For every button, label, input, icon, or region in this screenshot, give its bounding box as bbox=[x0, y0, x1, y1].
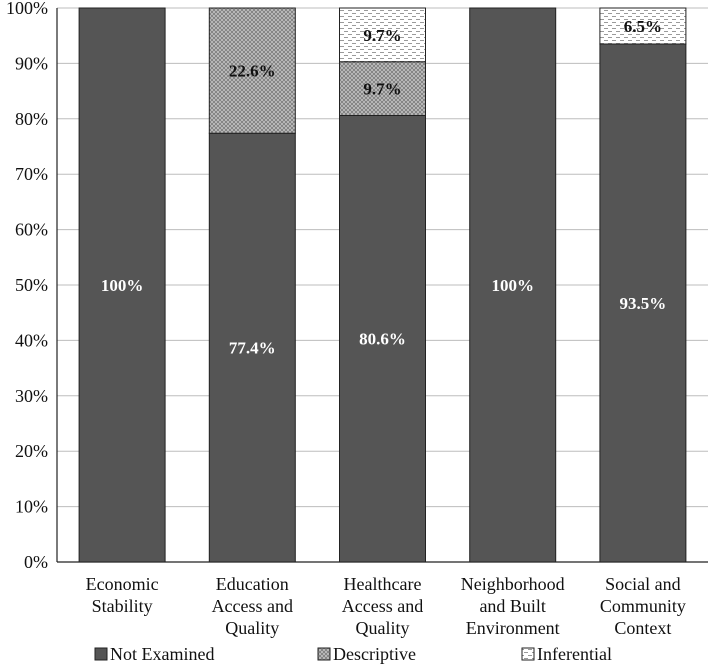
y-tick-label: 30% bbox=[15, 386, 48, 406]
x-axis-category-labels: Economic Stability Education Access and Qual… bbox=[86, 574, 686, 638]
y-tick-label: 20% bbox=[15, 441, 48, 461]
bars bbox=[78, 7, 687, 563]
legend-swatch bbox=[94, 647, 108, 661]
x-category-label: Social and Community Context bbox=[600, 574, 686, 638]
data-label: 6.5% bbox=[624, 17, 662, 36]
data-label: 100% bbox=[491, 276, 534, 295]
y-tick-label: 0% bbox=[24, 552, 48, 572]
y-tick-label: 60% bbox=[15, 220, 48, 240]
y-tick-label: 90% bbox=[15, 53, 48, 73]
y-tick-label: 100% bbox=[6, 0, 48, 18]
legend-swatch bbox=[317, 647, 331, 661]
data-label: 9.7% bbox=[363, 80, 401, 99]
y-tick-label: 80% bbox=[15, 109, 48, 129]
legend-label: Inferential bbox=[537, 644, 612, 664]
bar-segment-not-examined bbox=[208, 132, 296, 563]
legend-swatch bbox=[521, 647, 535, 661]
y-axis-tick-labels: 0% 10% 20% 30% 40% 50% 60% 70% 80% 90% 100% bbox=[6, 0, 48, 572]
data-label: 93.5% bbox=[620, 294, 667, 313]
y-tick-label: 70% bbox=[15, 164, 48, 184]
legend-label: Not Examined bbox=[110, 644, 214, 664]
legend: Not Examined Descriptive Inferential bbox=[94, 644, 612, 664]
y-tick-label: 10% bbox=[15, 497, 48, 517]
x-category-label: Neighborhood and Built Environment bbox=[461, 574, 565, 638]
data-label: 9.7% bbox=[363, 26, 401, 45]
x-category-label: Economic Stability bbox=[86, 574, 159, 616]
data-label: 77.4% bbox=[229, 339, 276, 358]
bar-segment-not-examined bbox=[599, 43, 687, 563]
x-category-label: Healthcare Access and Quality bbox=[342, 574, 423, 638]
x-category-label: Education Access and Quality bbox=[212, 574, 293, 638]
bar-segment-not-examined bbox=[339, 114, 426, 563]
bar-segment-inferential bbox=[599, 7, 687, 45]
legend-label: Descriptive bbox=[333, 644, 416, 664]
bar-segment-not-examined bbox=[78, 7, 166, 563]
data-label: 80.6% bbox=[359, 330, 406, 349]
y-tick-label: 40% bbox=[15, 330, 48, 350]
bar-segment-descriptive bbox=[208, 7, 296, 134]
bar-segment-descriptive bbox=[339, 61, 426, 116]
y-tick-label: 50% bbox=[15, 275, 48, 295]
data-label: 100% bbox=[101, 276, 144, 295]
data-label: 22.6% bbox=[229, 62, 276, 81]
data-labels: 100% 77.4% 22.6% 80.6% 9.7% 9.7% 100% 93.5% 6.5% bbox=[101, 17, 666, 358]
bar-segment-not-examined bbox=[469, 7, 557, 563]
bar-segment-inferential bbox=[339, 7, 426, 63]
